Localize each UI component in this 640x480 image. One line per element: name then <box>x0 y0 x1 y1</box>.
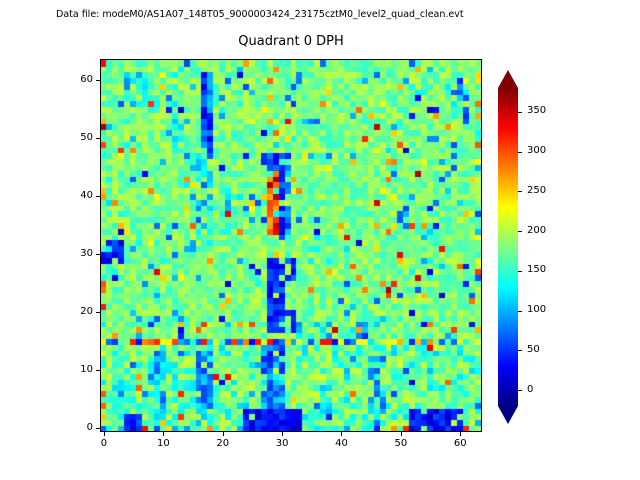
x-tick-label: 40 <box>335 438 348 449</box>
colorbar-tick-label: 250 <box>527 184 547 196</box>
y-tick-label: 10 <box>80 363 93 375</box>
plot-area <box>100 59 482 432</box>
colorbar-tick-mark <box>518 390 522 392</box>
chart-title: Quadrant 0 DPH <box>238 34 344 49</box>
x-tick-label: 30 <box>275 438 289 449</box>
x-tick-mark <box>400 432 402 436</box>
x-tick-label: 60 <box>453 438 467 449</box>
x-tick-mark <box>282 432 284 436</box>
y-tick-mark <box>96 428 100 430</box>
y-tick-mark <box>96 196 100 198</box>
y-tick-label: 60 <box>80 73 93 85</box>
x-tick-mark <box>163 432 165 436</box>
colorbar-tick-label: 0 <box>527 383 534 395</box>
colorbar-gradient <box>498 88 518 406</box>
heatmap-canvas <box>101 60 481 431</box>
x-tick-mark <box>222 432 224 436</box>
x-tick-mark <box>341 432 343 436</box>
colorbar-tick-mark <box>518 310 522 312</box>
y-tick-mark <box>96 138 100 140</box>
colorbar-tick-label: 150 <box>527 264 547 276</box>
colorbar-tick-mark <box>518 270 522 272</box>
colorbar-tick-label: 350 <box>527 105 547 117</box>
x-tick-mark <box>460 432 462 436</box>
colorbar-tick-mark <box>518 191 522 193</box>
x-tick-label: 20 <box>216 438 230 449</box>
y-tick-label: 40 <box>80 189 93 201</box>
colorbar-tick-mark <box>518 111 522 113</box>
y-tick-mark <box>96 370 100 372</box>
data-file-annotation: Data file: modeM0/AS1A07_148T05_90000034… <box>56 9 464 20</box>
y-tick-mark <box>96 312 100 314</box>
x-tick-mark <box>103 432 105 436</box>
colorbar-tick-mark <box>518 350 522 352</box>
colorbar-tick-mark <box>518 231 522 233</box>
colorbar-tick-label: 100 <box>527 304 547 316</box>
y-tick-mark <box>96 80 100 82</box>
colorbar-tick-label: 300 <box>527 145 547 157</box>
y-tick-label: 30 <box>80 247 93 259</box>
colorbar-extend-min-arrow <box>498 406 518 424</box>
x-tick-label: 10 <box>156 438 170 449</box>
y-tick-label: 0 <box>86 421 93 433</box>
y-tick-label: 50 <box>80 131 93 143</box>
x-tick-label: 50 <box>394 438 408 449</box>
colorbar-tick-label: 50 <box>527 343 540 355</box>
colorbar-tick-mark <box>518 151 522 153</box>
colorbar-extend-max-arrow <box>498 70 518 88</box>
x-tick-label: 0 <box>100 438 108 449</box>
y-tick-label: 20 <box>80 305 93 317</box>
y-tick-mark <box>96 254 100 256</box>
colorbar-tick-label: 200 <box>527 224 547 236</box>
